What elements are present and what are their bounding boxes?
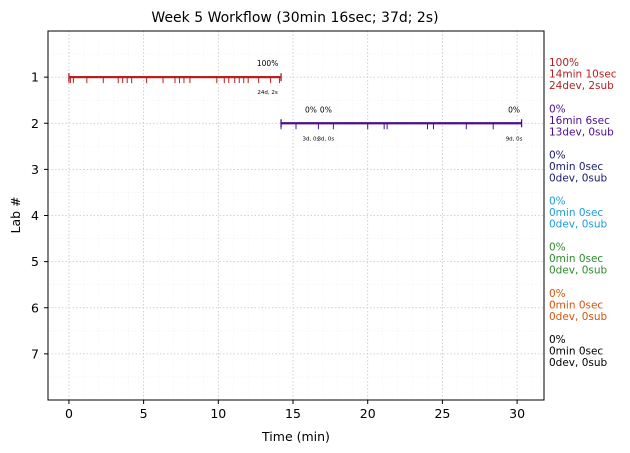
y-tick-label: 4 (31, 208, 39, 223)
milestone-percent-label: 100% (257, 59, 278, 68)
x-tick-label: 5 (140, 406, 148, 421)
x-tick-label: 25 (434, 406, 450, 421)
y-tick-label: 6 (31, 300, 39, 315)
x-tick-label: 10 (210, 406, 226, 421)
milestone-detail-label: 3d, 0s (317, 136, 334, 142)
y-tick-label: 2 (31, 116, 39, 131)
milestone-detail-label: 24d, 2s (257, 90, 277, 96)
lab-summary-line: 14min 10sec (549, 69, 617, 81)
lab-summary-line: 0min 0sec (549, 345, 603, 357)
lab-summary-line: 16min 6sec (549, 115, 610, 127)
x-tick-label: 20 (360, 406, 376, 421)
milestone-detail-label: 9d, 0s (506, 136, 523, 142)
chart-title: Week 5 Workflow (30min 16sec; 37d; 2s) (151, 10, 438, 26)
milestone-detail-label: 3d, 0s (303, 136, 320, 142)
x-tick-label: 15 (285, 406, 301, 421)
lab-summary-line: 0min 0sec (549, 299, 603, 311)
lab-summary-line: 0dev, 0sub (549, 265, 608, 277)
x-tick-label: 0 (65, 406, 73, 421)
lab-summary-line: 0% (549, 242, 566, 254)
lab-summary-line: 0% (549, 196, 566, 208)
lab-summary-line: 0dev, 0sub (549, 357, 608, 369)
x-axis-label: Time (min) (261, 429, 330, 444)
plot-area: 0 5 10 15 20 25 30 1 2 3 4 5 6 7 100% 24d, 2s 0% 3d, 0s 0%… (31, 30, 545, 421)
y-axis-label: Lab # (8, 196, 23, 233)
lab-summary-line: 0% (549, 149, 566, 161)
milestone-percent-label: 0% (305, 105, 317, 114)
lab-summary-line: 0dev, 0sub (549, 219, 608, 231)
lab-summary-line: 0min 0sec (549, 253, 603, 265)
lab-summary-line: 13dev, 0sub (549, 126, 614, 138)
lab-summary-line: 0min 0sec (549, 161, 603, 173)
milestone-percent-label: 0% (320, 105, 332, 114)
lab-summary-line: 24dev, 2sub (549, 80, 614, 92)
lab-summary-line: 0% (549, 288, 566, 300)
milestone-percent-label: 0% (508, 105, 520, 114)
lab-summary-line: 0% (549, 334, 566, 346)
lab-summary-line: 0% (549, 103, 566, 115)
y-tick-label: 1 (31, 70, 39, 85)
lab-summary-line: 0dev, 0sub (549, 172, 608, 184)
y-tick-label: 7 (31, 346, 39, 361)
y-tick-label: 3 (31, 162, 39, 177)
y-tick-label: 5 (31, 254, 39, 269)
lab-summary-line: 100% (549, 57, 579, 69)
lab-summary-line: 0dev, 0sub (549, 311, 608, 323)
x-tick-label: 30 (509, 406, 525, 421)
lab-summary-line: 0min 0sec (549, 207, 603, 219)
